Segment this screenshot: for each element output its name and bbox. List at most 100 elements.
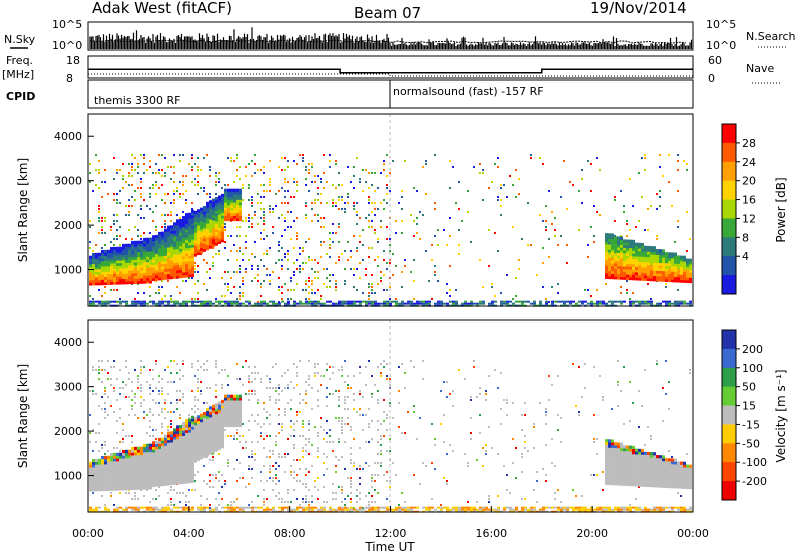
heatmap-cell — [104, 281, 107, 286]
heatmap-cell — [182, 300, 185, 303]
heatmap-cell — [98, 423, 100, 425]
heatmap-cell — [194, 405, 196, 407]
heatmap-cell — [182, 302, 185, 305]
heatmap-cell — [377, 238, 379, 240]
heatmap-cell — [230, 160, 232, 162]
heatmap-cell — [122, 246, 125, 250]
heatmap-cell — [104, 220, 106, 222]
heatmap-cell — [101, 471, 104, 476]
heatmap-cell — [122, 508, 125, 511]
heatmap-cell — [206, 456, 208, 458]
heatmap-cell — [131, 175, 133, 177]
heatmap-cell — [104, 279, 107, 283]
heatmap-cell — [191, 277, 193, 279]
heatmap-cell — [170, 381, 172, 383]
heatmap-cell — [155, 467, 158, 471]
heatmap-cell — [233, 418, 236, 422]
heatmap-cell — [119, 471, 122, 475]
heatmap-cell — [284, 471, 286, 473]
heatmap-cell — [188, 266, 191, 270]
heatmap-cell — [308, 256, 310, 258]
heatmap-cell — [245, 247, 247, 249]
heatmap-cell — [314, 302, 317, 305]
heatmap-cell — [620, 265, 623, 270]
heatmap-cell — [437, 280, 439, 282]
heatmap-cell — [191, 463, 194, 467]
heatmap-cell — [644, 229, 646, 231]
heatmap-cell — [293, 289, 295, 291]
heatmap-cell — [143, 163, 145, 165]
heatmap-cell — [257, 506, 260, 509]
heatmap-cell — [170, 479, 173, 483]
heatmap-cell — [188, 489, 190, 491]
heatmap-cell — [149, 384, 151, 386]
heatmap-cell — [338, 259, 340, 261]
heatmap-cell — [194, 443, 197, 447]
heatmap-cell — [236, 196, 239, 200]
heatmap-cell — [632, 250, 635, 254]
heatmap-cell — [164, 257, 167, 262]
heatmap-cell — [179, 473, 182, 477]
heatmap-cell — [149, 435, 151, 437]
heatmap-cell — [185, 237, 188, 241]
heatmap-cell — [206, 233, 209, 237]
heatmap-cell — [332, 241, 334, 243]
heatmap-cell — [200, 253, 202, 255]
heatmap-cell — [239, 413, 242, 417]
heatmap-cell — [218, 425, 221, 429]
heatmap-cell — [236, 480, 238, 482]
heatmap-cell — [149, 443, 152, 447]
heatmap-cell — [119, 202, 121, 204]
heatmap-cell — [368, 286, 370, 288]
heatmap-cell — [269, 387, 271, 389]
heatmap-cell — [194, 232, 197, 236]
heatmap-cell — [104, 463, 107, 468]
heatmap-cell — [362, 190, 364, 192]
heatmap-cell — [176, 454, 179, 458]
heatmap-cell — [182, 264, 185, 268]
heatmap-cell — [137, 378, 139, 380]
freq-right-tick-bottom: 0 — [708, 72, 715, 85]
heatmap-cell — [194, 399, 196, 401]
heatmap-cell — [185, 261, 188, 265]
heatmap-cell — [167, 466, 170, 470]
heatmap-cell — [203, 190, 205, 192]
heatmap-cell — [173, 259, 176, 263]
heatmap-cell — [140, 261, 143, 266]
heatmap-cell — [221, 277, 223, 279]
heatmap-cell — [221, 387, 223, 389]
heatmap-cell — [653, 267, 656, 271]
heatmap-cell — [107, 372, 109, 374]
heatmap-cell — [104, 466, 107, 470]
heatmap-cell — [143, 302, 146, 305]
heatmap-cell — [98, 279, 101, 283]
heatmap-cell — [98, 232, 100, 234]
heatmap-cell — [107, 279, 110, 283]
heatmap-cell — [155, 472, 158, 477]
heatmap-cell — [143, 264, 146, 268]
heatmap-cell — [200, 508, 203, 511]
heatmap-cell — [125, 460, 128, 464]
heatmap-cell — [158, 269, 161, 273]
heatmap-cell — [128, 372, 130, 374]
heatmap-cell — [218, 417, 221, 421]
heatmap-cell — [158, 464, 161, 468]
heatmap-cell — [311, 280, 313, 282]
heatmap-cell — [500, 292, 502, 294]
heatmap-cell — [152, 465, 155, 469]
heatmap-cell — [221, 413, 224, 417]
heatmap-cell — [116, 476, 119, 480]
heatmap-cell — [299, 265, 301, 267]
heatmap-cell — [191, 421, 194, 425]
heatmap-cell — [221, 209, 224, 214]
heatmap-cell — [242, 253, 244, 255]
heatmap-cell — [224, 191, 227, 195]
heatmap-cell — [686, 279, 689, 284]
heatmap-cell — [311, 163, 313, 165]
heatmap-cell — [212, 302, 215, 305]
heatmap-cell — [170, 452, 173, 456]
heatmap-cell — [113, 249, 116, 253]
heatmap-cell — [176, 243, 179, 247]
heatmap-cell — [134, 508, 137, 511]
heatmap-cell — [149, 387, 151, 389]
